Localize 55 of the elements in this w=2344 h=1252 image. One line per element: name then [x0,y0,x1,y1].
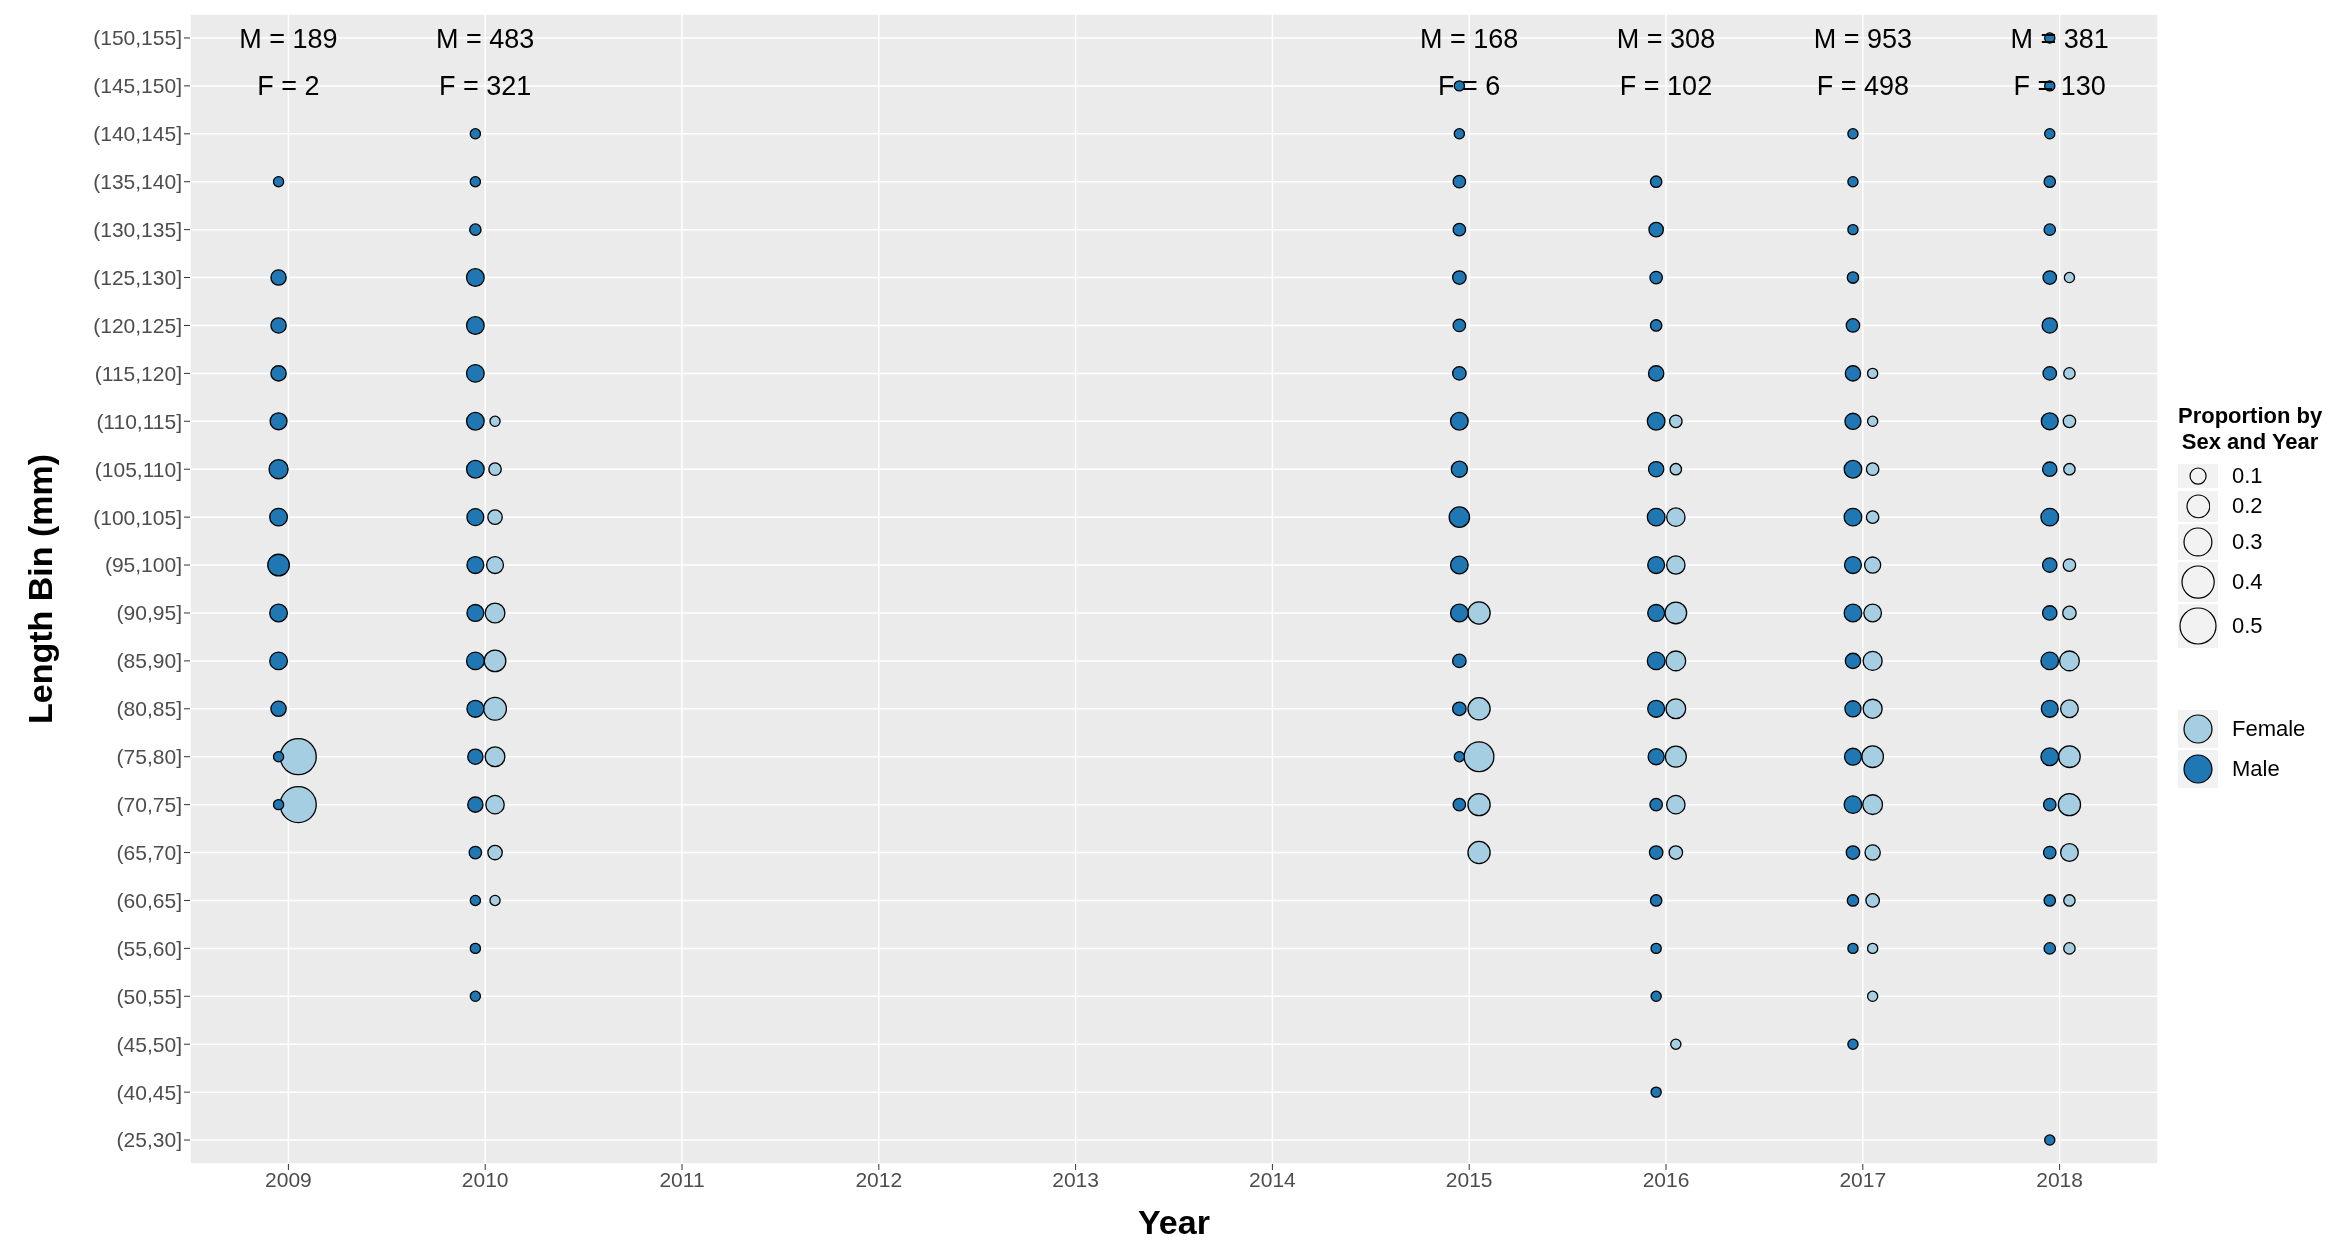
x-tick-label: 2014 [1249,1167,1297,1191]
legend-label: 0.2 [2232,493,2263,520]
y-tick-label: (75,80] [116,745,182,769]
x-tick-label: 2010 [461,1167,509,1191]
annotation: F = 498 [1816,71,1909,102]
y-tick-label: (125,130] [93,266,182,289]
y-tick-label: (45,50] [116,1032,182,1056]
y-tick-label: (130,135] [93,218,182,242]
annotation: F = 130 [2013,71,2106,102]
y-tick-label: (60,65] [116,888,182,912]
annotation: F = 102 [1619,71,1713,102]
y-tick-label: (65,70] [116,841,182,864]
x-tick-label: 2011 [659,1167,705,1191]
annotation: F = 6 [1438,71,1501,102]
legend-label: Female [2232,715,2306,742]
y-axis-title: Length Bin (mm) [21,453,60,725]
y-tick-label: (40,45] [116,1080,182,1104]
legend-label: Male [2232,755,2280,782]
y-tick-label: (95,100] [104,553,182,577]
y-tick-label: (140,145] [93,122,182,146]
annotation: M = 168 [1420,23,1519,54]
annotation: M = 189 [239,23,338,54]
legend-label: 0.3 [2232,528,2263,555]
legend-label: 0.1 [2232,463,2263,489]
y-tick-label: (115,120] [94,361,182,385]
x-tick-label: 2013 [1052,1167,1099,1191]
y-tick-label: (110,115] [96,409,182,433]
y-tick-label: (105,110] [94,457,182,481]
y-tick-label: (135,140] [93,170,182,194]
legend-label: 0.4 [2232,568,2263,595]
x-tick-label: 2016 [1642,1167,1690,1191]
x-tick-label: 2009 [265,1167,312,1191]
annotation: F = 321 [439,71,532,102]
y-tick-label: (25,30] [116,1128,182,1152]
annotation: M = 483 [436,23,535,54]
y-tick-label: (150,155] [93,26,182,50]
annotation: M = 953 [1813,23,1912,54]
annotation: F = 2 [257,71,320,102]
y-tick-label: (145,150] [93,74,182,98]
y-tick-label: (90,95] [116,601,182,625]
y-tick-label: (80,85] [116,697,182,721]
y-tick-label: (120,125] [93,313,182,337]
y-tick-label: (55,60] [116,936,182,960]
legend-title: Proportion by Sex and Year [2178,403,2323,455]
y-tick-label: (70,75] [116,793,182,817]
legend-label: 0.5 [2232,612,2263,639]
y-tick-label: (85,90] [116,649,182,673]
annotation: M = 308 [1616,23,1716,54]
x-tick-label: 2017 [1839,1167,1887,1191]
x-tick-label: 2015 [1445,1167,1493,1191]
y-tick-label: (100,105] [93,505,182,529]
y-tick-label: (50,55] [116,984,182,1008]
x-tick-label: 2012 [855,1167,903,1191]
x-tick-label: 2018 [2036,1167,2083,1191]
x-axis-title: Year [1138,1203,1210,1241]
